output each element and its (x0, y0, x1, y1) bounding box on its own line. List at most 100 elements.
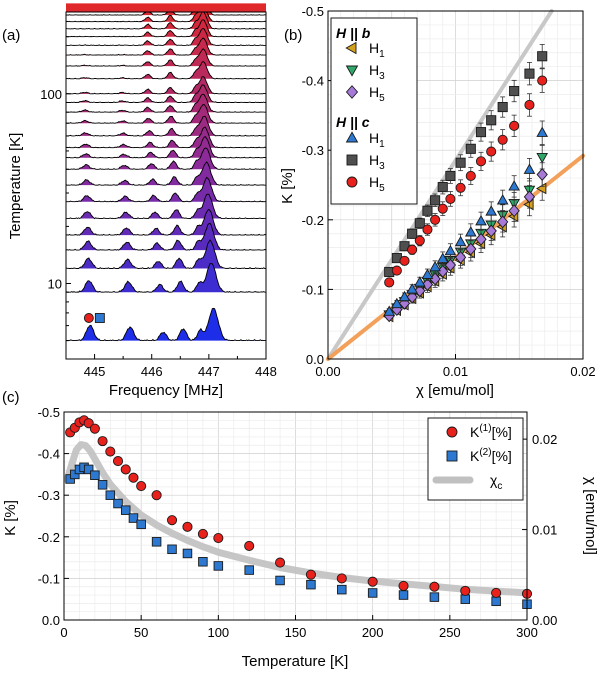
k2-point (460, 594, 471, 604)
point-square (524, 68, 535, 79)
spectrum-line (66, 37, 267, 56)
spectrum-line (66, 115, 267, 137)
point-diamond (523, 190, 536, 204)
point-circle (384, 277, 395, 288)
x-tick-label: 200 (362, 625, 384, 640)
y-tick-label: -0.3 (302, 143, 324, 158)
point-triangle-up (429, 260, 441, 272)
spectrum-fill (66, 177, 266, 202)
point-diamond (536, 168, 548, 181)
k1-point (128, 472, 139, 483)
spectrum-fill (66, 162, 266, 186)
spectrum-line (66, 104, 267, 124)
panel-a-marker-legend (83, 313, 105, 323)
legend-circle-icon (446, 426, 458, 438)
k2-point (244, 565, 254, 575)
point-circle (475, 156, 487, 167)
point-circle (497, 134, 508, 145)
spectrum-fill (66, 76, 266, 94)
panel-c-x-axis-label: Temperature [K] (242, 653, 349, 670)
spectrum-line (65, 263, 266, 293)
x-tick-label: 100 (207, 625, 229, 640)
point-diamond (475, 232, 487, 246)
spectrum-line (65, 161, 266, 186)
x-tick-label: 50 (134, 625, 148, 640)
k1-point (136, 480, 147, 492)
x-tick-label: 0.02 (570, 364, 595, 379)
k2-point (151, 537, 162, 547)
x-tick-label: 0.01 (443, 364, 468, 379)
point-circle (399, 255, 410, 266)
point-triangle-up (436, 252, 449, 263)
spectrum-line (65, 11, 267, 23)
point-diamond (465, 242, 477, 256)
spectrum-line (65, 11, 267, 16)
spectrum-fill (66, 116, 266, 136)
point-square (445, 170, 456, 182)
point-square (430, 195, 441, 206)
legend-square-icon (446, 450, 458, 462)
legend-triangle-up-icon (345, 131, 359, 143)
k1-point (89, 423, 100, 434)
k2-point (182, 548, 193, 559)
point-circle (537, 75, 548, 86)
k1-point (182, 521, 193, 532)
point-triangle-up (413, 276, 426, 287)
spectrum-line (65, 19, 266, 38)
y-tick-label: 100 (40, 87, 62, 102)
spectrum-fill (66, 223, 266, 251)
x-tick-label: 250 (439, 625, 461, 640)
legend-label-sup: (1) (479, 423, 491, 434)
spectrum-line (65, 60, 267, 80)
k2-point (367, 588, 378, 598)
point-circle (422, 224, 433, 235)
y-tick-label: -0.1 (38, 571, 60, 586)
panel-a: 445 446 447 448 10 100 Frequency [MHz] Temper… (7, 3, 277, 399)
x-tick-label: 447 (198, 364, 220, 379)
k2-point (167, 544, 177, 555)
legend-triangle-left-icon (345, 41, 357, 55)
panel-a-label: (a) (2, 27, 20, 44)
k2-point (398, 590, 409, 600)
point-square (486, 115, 497, 126)
point-triangle-up (523, 163, 536, 174)
point-circle (407, 244, 418, 255)
point-triangle-left (535, 182, 547, 195)
spectrum-line (65, 126, 267, 149)
legend-diamond-icon (345, 85, 359, 99)
legend-circle-icon (346, 176, 358, 188)
y2-tick-label: 0.01 (532, 523, 557, 538)
spectrum-line (65, 307, 267, 342)
k1-point (166, 515, 178, 526)
k1-point (105, 446, 116, 457)
point-square (414, 218, 425, 229)
chi-curve (63, 441, 531, 597)
legend-group-c: H || c (336, 114, 370, 130)
panel-b-points (382, 44, 549, 323)
panel-c: 0 50 100 150 200 250 300 0.0 -0.1 -0.2 -0.3 -0.4 -0.… (2, 405, 598, 670)
k1-point (197, 528, 208, 539)
panel-a-axes: 445 446 447 448 10 100 (40, 36, 277, 379)
k2-point (120, 505, 131, 515)
point-triangle-up (454, 235, 467, 247)
k1-point (120, 464, 131, 475)
legend-label-sub: 3 (379, 161, 385, 172)
spectrum-fill (66, 148, 266, 170)
k1-point (460, 585, 471, 596)
x-tick-label: 0.00 (315, 364, 340, 379)
panel-a-square-marker (94, 313, 105, 323)
panel-b-y-axis-label: K [%] (279, 168, 296, 204)
panel-c-chi-curve (63, 441, 531, 597)
point-circle (455, 182, 466, 193)
spectrum-fill (66, 209, 266, 236)
point-square (437, 182, 448, 193)
point-circle (391, 265, 402, 276)
spectrum-fill (66, 263, 266, 293)
point-square (465, 143, 476, 154)
point-diamond (508, 204, 520, 218)
point-triangle-up (464, 226, 477, 237)
k2-point (491, 596, 501, 607)
y-tick-label: 0.0 (42, 613, 60, 628)
spectrum-line (65, 93, 267, 113)
